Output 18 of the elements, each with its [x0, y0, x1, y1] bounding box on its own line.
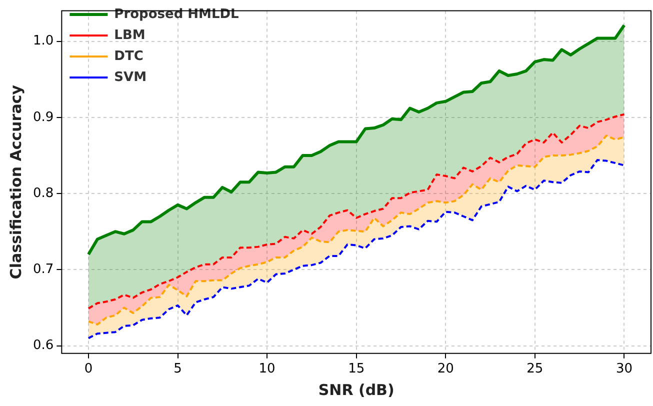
x-tick-label: 15	[348, 362, 365, 377]
y-tick-label: 0.6	[32, 338, 54, 354]
legend-label: SVM	[114, 70, 147, 85]
x-tick-label: 20	[437, 362, 454, 377]
x-tick-label: 5	[174, 362, 182, 377]
legend-label: DTC	[114, 48, 144, 64]
y-tick-label: 0.7	[32, 262, 54, 278]
y-axis-title: Classification Accuracy	[6, 84, 25, 280]
legend-label: Proposed HMLDL	[114, 6, 239, 22]
x-tick-label: 10	[258, 362, 276, 377]
x-tick-label: 25	[526, 362, 544, 377]
legend-label: LBM	[114, 28, 146, 43]
x-tick-label: 30	[616, 362, 632, 377]
y-tick-label: 1.0	[32, 34, 54, 49]
x-tick-label: 0	[84, 362, 93, 377]
y-tick-label: 0.9	[32, 110, 54, 125]
x-axis-title: SNR (dB)	[318, 380, 394, 399]
y-tick-label: 0.8	[32, 186, 54, 201]
